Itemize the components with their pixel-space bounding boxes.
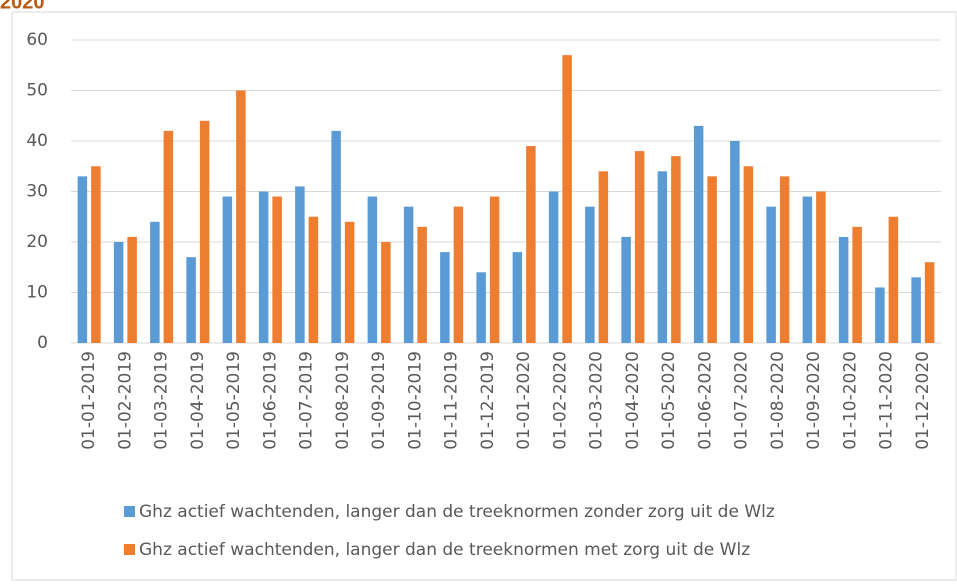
x-tick-label: 01-08-2020 xyxy=(768,351,788,450)
bar xyxy=(489,196,500,343)
x-tick-label: 01-04-2019 xyxy=(188,351,208,450)
legend-label: Ghz actief wachtenden, langer dan de tre… xyxy=(139,502,775,522)
bar xyxy=(693,125,704,343)
bar xyxy=(295,186,305,343)
bar xyxy=(186,257,196,343)
x-tick-label: 01-09-2019 xyxy=(369,351,389,450)
legend-label: Ghz actief wachtenden, langer dan de tre… xyxy=(139,540,750,560)
bar xyxy=(163,130,174,343)
x-tick-label: 01-01-2019 xyxy=(79,351,99,450)
bar xyxy=(730,141,740,343)
x-tick-label: 01-03-2019 xyxy=(152,351,172,450)
bar xyxy=(526,146,536,343)
bar xyxy=(888,216,899,343)
bar xyxy=(367,196,378,343)
bar xyxy=(91,166,101,343)
x-tick-label: 01-02-2020 xyxy=(550,351,570,450)
x-tick-label: 01-04-2020 xyxy=(623,351,643,450)
y-tick-label: 30 xyxy=(26,182,48,202)
bar xyxy=(308,216,319,343)
bar xyxy=(113,242,124,343)
x-tick-label: 01-01-2020 xyxy=(514,351,534,450)
bar xyxy=(802,196,813,343)
bar xyxy=(598,171,609,343)
bar xyxy=(911,277,921,343)
bar xyxy=(272,196,282,343)
bar xyxy=(258,191,269,343)
bar xyxy=(453,206,464,343)
bar xyxy=(671,156,681,343)
bar xyxy=(403,206,414,343)
bar xyxy=(344,221,355,343)
legend-swatch xyxy=(124,544,135,555)
bar xyxy=(548,191,559,343)
bar xyxy=(657,171,668,343)
bar xyxy=(199,120,210,343)
x-tick-label: 01-11-2019 xyxy=(442,351,462,450)
bar xyxy=(562,55,572,344)
x-tick-label: 01-03-2020 xyxy=(587,351,607,450)
bar xyxy=(766,206,776,343)
bar xyxy=(150,221,160,343)
bar xyxy=(381,242,391,343)
y-tick-label: 0 xyxy=(37,333,48,353)
bar xyxy=(585,206,595,343)
y-tick-label: 10 xyxy=(26,283,48,303)
x-tick-label: 01-05-2020 xyxy=(659,351,679,450)
x-tick-label: 01-11-2020 xyxy=(877,351,897,450)
y-tick-label: 50 xyxy=(26,81,48,101)
bar xyxy=(222,196,233,343)
legend-swatch xyxy=(124,506,135,517)
bar xyxy=(512,252,523,343)
bar xyxy=(852,226,862,343)
bar xyxy=(779,176,790,343)
bar xyxy=(236,90,246,343)
x-tick-label: 01-09-2020 xyxy=(804,351,824,450)
bar xyxy=(743,166,754,343)
bar xyxy=(127,236,137,343)
bar xyxy=(707,176,717,343)
x-tick-label: 01-05-2019 xyxy=(224,351,244,450)
x-tick-label: 01-06-2020 xyxy=(695,351,715,450)
x-tick-label: 01-07-2020 xyxy=(732,351,752,450)
bar xyxy=(331,130,341,343)
bar xyxy=(417,226,427,343)
bar xyxy=(476,272,486,343)
bar xyxy=(838,236,849,343)
x-tick-label: 01-10-2019 xyxy=(405,351,425,450)
x-tick-label: 01-12-2020 xyxy=(913,351,933,450)
y-tick-label: 40 xyxy=(26,131,48,151)
bar xyxy=(875,287,885,343)
y-tick-label: 20 xyxy=(26,232,48,252)
bar xyxy=(634,151,645,343)
y-tick-label: 60 xyxy=(26,30,48,50)
x-tick-label: 01-10-2020 xyxy=(840,351,860,450)
x-tick-label: 01-08-2019 xyxy=(333,351,353,450)
x-tick-label: 01-06-2019 xyxy=(260,351,280,450)
bar xyxy=(621,236,631,343)
chart-title: 2020 xyxy=(0,0,45,13)
bar xyxy=(440,252,450,343)
bar xyxy=(924,262,935,343)
bar xyxy=(77,176,88,343)
bar xyxy=(816,191,826,343)
x-tick-label: 01-07-2019 xyxy=(297,351,317,450)
x-tick-label: 01-02-2019 xyxy=(115,351,135,450)
x-tick-label: 01-12-2019 xyxy=(478,351,498,450)
